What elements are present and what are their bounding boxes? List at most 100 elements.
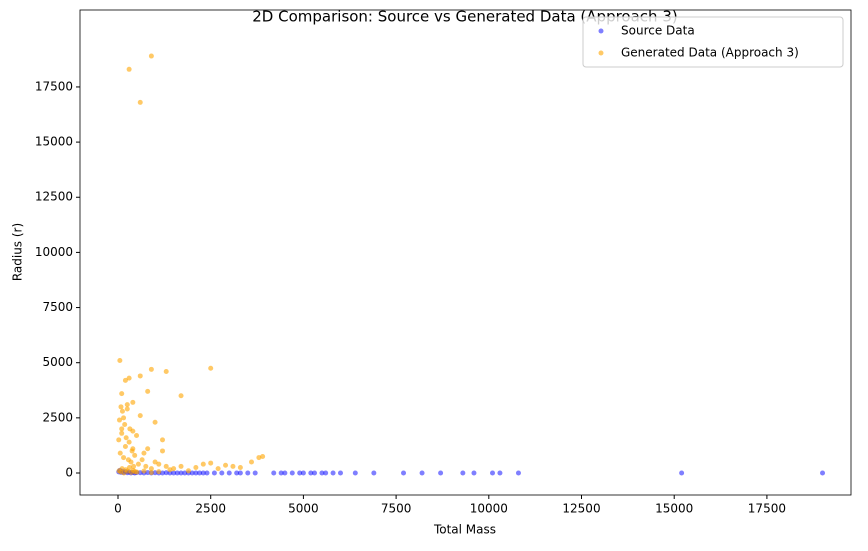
point [137, 99, 143, 105]
point [820, 470, 826, 476]
point [126, 66, 132, 72]
point [122, 444, 128, 450]
point [116, 437, 122, 443]
point [252, 470, 258, 476]
point [204, 470, 210, 476]
legend-label: Source Data [621, 24, 695, 38]
legend-marker [598, 28, 604, 34]
point [515, 470, 521, 476]
point [182, 470, 188, 476]
point [193, 470, 199, 476]
point [141, 468, 147, 474]
point [122, 421, 128, 427]
point [352, 470, 358, 476]
point [117, 450, 123, 456]
x-tick-label: 12500 [562, 502, 600, 516]
point [148, 466, 154, 472]
point [126, 439, 132, 445]
point [143, 463, 149, 469]
point [118, 404, 124, 410]
point [126, 375, 132, 381]
point [152, 459, 158, 465]
point [134, 433, 140, 439]
x-tick-label: 5000 [288, 502, 319, 516]
point [171, 466, 177, 472]
point [193, 464, 199, 470]
point [282, 470, 288, 476]
x-tick-label: 7500 [381, 502, 412, 516]
legend-label: Generated Data (Approach 3) [621, 46, 799, 60]
point [148, 470, 154, 476]
point [319, 470, 325, 476]
point [119, 408, 125, 414]
x-tick-label: 15000 [655, 502, 693, 516]
point [121, 455, 127, 461]
point [230, 463, 236, 469]
point [271, 470, 277, 476]
point [178, 463, 184, 469]
x-tick-label: 10000 [470, 502, 508, 516]
legend-box [582, 16, 844, 68]
point [197, 470, 203, 476]
point [135, 461, 141, 467]
point [312, 470, 318, 476]
x-axis-label: Total Mass [433, 523, 496, 537]
point [308, 470, 314, 476]
point [116, 417, 122, 423]
point [124, 406, 130, 412]
plot-frame [79, 9, 852, 496]
point [371, 470, 377, 476]
point [438, 470, 444, 476]
point [490, 470, 496, 476]
point [145, 388, 151, 394]
y-tick-label: 5000 [42, 355, 73, 369]
point [163, 463, 169, 469]
point [139, 457, 145, 463]
point [163, 470, 169, 476]
point [130, 399, 136, 405]
point [178, 393, 184, 399]
point [679, 470, 685, 476]
point [208, 365, 214, 371]
point [145, 446, 151, 452]
point [137, 373, 143, 379]
point [497, 470, 503, 476]
point [163, 369, 169, 375]
point [132, 452, 138, 458]
y-tick-label: 12500 [35, 190, 73, 204]
point [148, 366, 154, 372]
point [215, 466, 221, 472]
point [130, 428, 136, 434]
point [156, 469, 162, 475]
point [171, 470, 177, 476]
point [401, 470, 407, 476]
point [174, 470, 180, 476]
point [460, 470, 466, 476]
chart-title: 2D Comparison: Source vs Generated Data … [252, 8, 677, 26]
x-tick-label: 0 [114, 502, 122, 516]
point [330, 470, 336, 476]
y-tick-label: 2500 [42, 410, 73, 424]
point [237, 470, 243, 476]
point [208, 460, 214, 466]
point [123, 435, 129, 441]
point [200, 470, 206, 476]
point [119, 426, 125, 432]
point [248, 459, 254, 465]
point [152, 419, 158, 425]
legend-marker [598, 50, 604, 56]
point [124, 402, 130, 408]
x-tick-label: 2500 [195, 502, 226, 516]
y-tick-label: 0 [65, 466, 73, 480]
point [160, 448, 166, 454]
y-tick-label: 15000 [35, 135, 73, 149]
point [337, 470, 343, 476]
y-tick-label: 10000 [35, 245, 73, 259]
point [471, 470, 477, 476]
point [141, 450, 147, 456]
point [223, 462, 229, 468]
point [297, 470, 303, 476]
point [289, 470, 295, 476]
point [160, 437, 166, 443]
